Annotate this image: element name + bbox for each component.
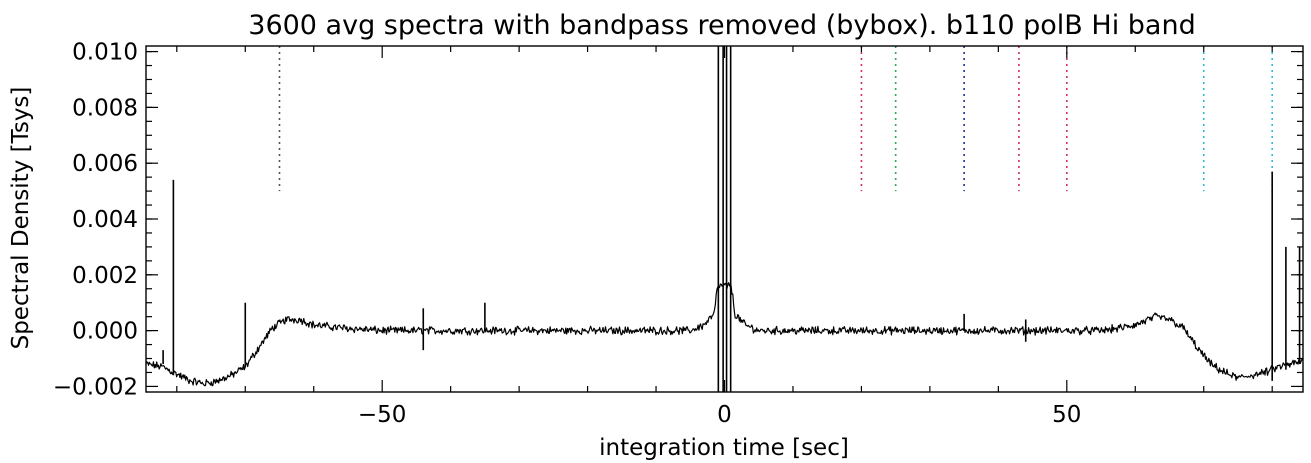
x-axis-label: integration time [sec] (599, 435, 849, 461)
axes-group (145, 45, 1304, 393)
marker-lines-group (278, 46, 1273, 192)
spectrum-trace (145, 282, 1304, 387)
x-tick-label: 0 (717, 402, 732, 428)
ticks-group: −0.002 0.000 0.002 0.004 0.006 0.008 0.010 −50 0… (53, 40, 1303, 428)
y-tick-label: 0.000 (72, 319, 138, 345)
y-axis-label: Spectral Density [Tsys] (8, 87, 34, 350)
y-tick-label: −0.002 (53, 374, 138, 400)
y-tick-label: 0.006 (72, 151, 138, 177)
x-tick-label: 50 (1052, 402, 1081, 428)
spike-lines-group (162, 46, 1301, 392)
y-tick-label: 0.002 (72, 263, 138, 289)
y-tick-label: 0.010 (72, 40, 138, 66)
x-tick-label: −50 (358, 402, 407, 428)
chart-title: 3600 avg spectra with bandpass removed (… (248, 10, 1195, 41)
plot-frame (145, 45, 1304, 393)
y-tick-label: 0.004 (72, 207, 138, 233)
y-tick-label: 0.008 (72, 95, 138, 121)
series-group (145, 282, 1304, 387)
